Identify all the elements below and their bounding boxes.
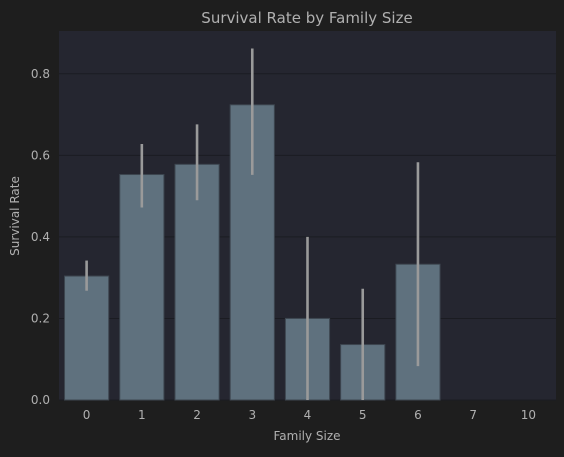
x-tick-label: 7 xyxy=(469,408,477,422)
x-tick-labels: 0 1 2 3 4 5 6 7 10 xyxy=(83,408,536,422)
bar xyxy=(64,275,110,401)
bar xyxy=(174,163,220,401)
bar xyxy=(119,174,165,401)
bar xyxy=(229,104,275,401)
x-tick-label: 0 xyxy=(83,408,91,422)
chart-title: Survival Rate by Family Size xyxy=(201,9,412,27)
y-tick-labels: 0.0 0.2 0.4 0.6 0.8 xyxy=(31,67,50,407)
y-tick-label: 0.2 xyxy=(31,311,50,325)
x-tick-label: 2 xyxy=(193,408,201,422)
y-tick-label: 0.0 xyxy=(31,393,50,407)
x-tick-label: 4 xyxy=(304,408,312,422)
x-tick-label: 6 xyxy=(414,408,422,422)
x-tick-label: 10 xyxy=(521,408,536,422)
x-axis-label: Family Size xyxy=(273,429,340,443)
y-tick-label: 0.4 xyxy=(31,230,50,244)
x-tick-label: 5 xyxy=(359,408,367,422)
error-bars xyxy=(85,48,420,400)
x-tick-label: 1 xyxy=(138,408,146,422)
x-tick-label: 3 xyxy=(248,408,256,422)
bars xyxy=(64,104,441,401)
y-tick-label: 0.6 xyxy=(31,148,50,162)
y-axis-label: Survival Rate xyxy=(8,176,22,256)
y-tick-label: 0.8 xyxy=(31,67,50,81)
